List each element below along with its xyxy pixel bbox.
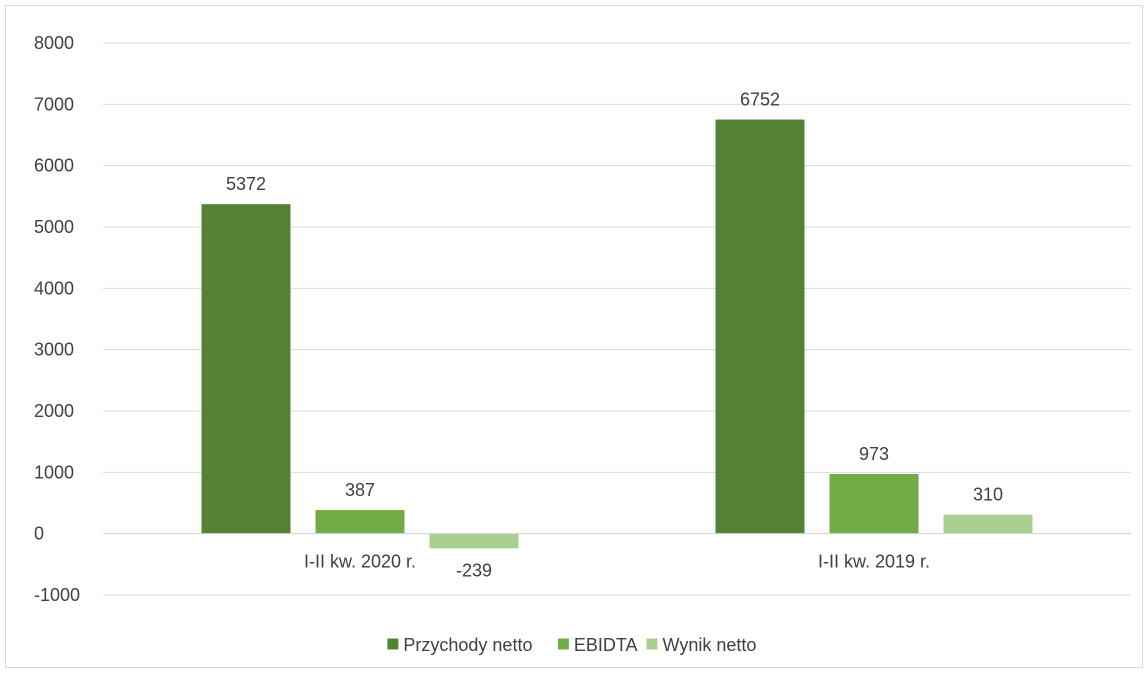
legend-item: Wynik netto: [646, 635, 757, 655]
legend-item: EBIDTA: [557, 635, 638, 655]
bar: [429, 533, 519, 549]
y-axis-tick-labels: 8000 7000 6000 5000 4000 3000 2000 1000 0 -1000: [34, 33, 80, 605]
y-tick-label: 7000: [34, 94, 74, 114]
x-tick-label: I-II kw. 2019 r.: [818, 552, 930, 572]
y-tick-label: 4000: [34, 278, 74, 298]
data-label: 310: [973, 485, 1003, 505]
bar: [201, 204, 291, 534]
data-label: 6752: [740, 90, 780, 110]
y-tick-label: 2000: [34, 401, 74, 421]
data-labels: 5372 387 -239 6752 973 310: [226, 90, 1003, 581]
legend-swatch: [387, 638, 399, 650]
x-tick-label: I-II kw. 2020 r.: [304, 552, 416, 572]
y-tick-label: 5000: [34, 217, 74, 237]
y-tick-label: 0: [34, 524, 44, 544]
chart-frame: 8000 7000 6000 5000 4000 3000 2000 1000 0 -1000 I…: [5, 5, 1143, 668]
y-tick-label: -1000: [34, 585, 80, 605]
data-label: 973: [859, 444, 889, 464]
data-label: -239: [456, 560, 492, 580]
bar: [829, 473, 919, 534]
legend-item: Przychody netto: [387, 635, 532, 655]
bars: [201, 119, 1033, 549]
bar-chart: 8000 7000 6000 5000 4000 3000 2000 1000 0 -1000 I…: [34, 33, 1131, 655]
legend-label: EBIDTA: [574, 635, 638, 655]
legend: Przychody netto EBIDTA Wynik netto: [387, 635, 756, 655]
bar: [715, 119, 805, 534]
bar: [943, 514, 1033, 534]
bar: [315, 509, 405, 534]
legend-label: Wynik netto: [663, 635, 757, 655]
legend-swatch: [646, 638, 658, 650]
data-label: 5372: [226, 174, 266, 194]
data-label: 387: [345, 480, 375, 500]
x-axis: I-II kw. 2020 r. I-II kw. 2019 r.: [103, 533, 1131, 572]
legend-swatch: [557, 638, 569, 650]
y-tick-label: 6000: [34, 156, 74, 176]
y-tick-label: 3000: [34, 340, 74, 360]
legend-label: Przychody netto: [403, 635, 532, 655]
y-tick-label: 1000: [34, 462, 74, 482]
y-tick-label: 8000: [34, 33, 74, 53]
